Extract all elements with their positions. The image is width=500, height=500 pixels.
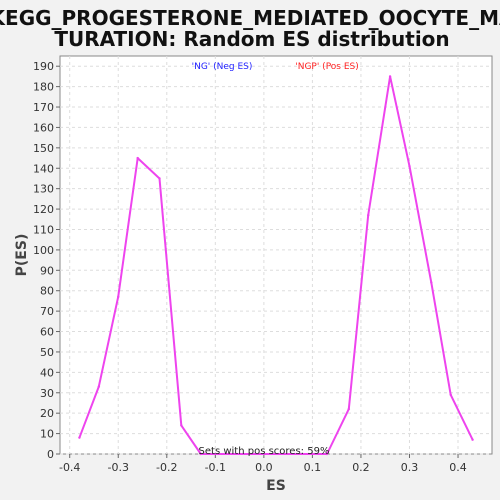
y-tick-label: 40 [40,366,54,379]
pos-scores-annotation: Sets with pos scores: 59% [199,446,330,457]
y-tick-label: 90 [40,264,54,277]
y-tick-label: 170 [33,101,54,114]
data-point [117,295,120,299]
x-tick-label: 0.1 [304,461,322,474]
y-tick-label: 80 [40,285,54,298]
data-point [136,156,139,160]
x-tick-label: 0.0 [255,461,273,474]
plot-area [59,55,493,455]
y-tick-label: 50 [40,346,54,359]
data-point [78,436,81,439]
y-tick-label: 0 [47,448,54,461]
x-axis-label: ES [266,478,286,494]
legend-entry-neg: 'NG' (Neg ES) [192,62,253,72]
data-point [199,452,202,456]
data-point [180,424,183,427]
data-point [97,385,101,388]
x-tick-label: -0.4 [59,461,80,474]
data-point [158,177,161,180]
data-point [367,214,370,217]
x-axis-ticks: -0.4 -0.3 -0.2 -0.1 0.0 0.1 0.2 0.3 0.4 [59,454,467,474]
y-tick-label: 190 [33,60,54,73]
y-tick-label: 30 [40,387,54,400]
y-tick-label: 130 [33,183,54,196]
y-tick-label: 140 [33,162,54,175]
grid-lines [60,56,492,455]
x-tick-label: -0.1 [205,461,226,474]
x-tick-label: -0.3 [108,461,129,474]
y-tick-label: 70 [40,305,54,318]
chart-title-line1: KEGG_PROGESTERONE_MEDIATED_OOCYTE_MA [0,6,500,30]
x-tick-label: 0.4 [449,461,467,474]
data-point [430,281,433,284]
y-tick-label: 110 [33,223,54,236]
legend-entry-pos: 'NGP' (Pos ES) [295,62,359,72]
y-tick-label: 100 [33,244,54,257]
chart-title-line2: TURATION: Random ES distribution [54,27,449,51]
y-tick-label: 10 [40,428,54,441]
y-axis-label: P(ES) [14,234,30,277]
y-tick-label: 160 [33,121,54,134]
y-tick-label: 180 [33,81,54,94]
series-layer [78,75,474,456]
data-point [449,393,452,397]
x-tick-label: 0.2 [352,461,370,474]
y-tick-label: 60 [40,326,54,339]
x-tick-label: 0.3 [401,461,419,474]
y-axis-ticks: 0 10 20 30 40 50 60 70 80 90 100 110 120 130 140 150 160… [33,60,60,461]
y-tick-label: 120 [33,203,54,216]
x-tick-label: -0.2 [156,461,177,474]
data-point [408,165,411,168]
data-point [325,452,329,456]
data-point [347,407,351,411]
data-point [471,438,474,441]
y-tick-label: 20 [40,407,54,420]
y-tick-label: 150 [33,142,54,155]
data-point [388,75,392,78]
